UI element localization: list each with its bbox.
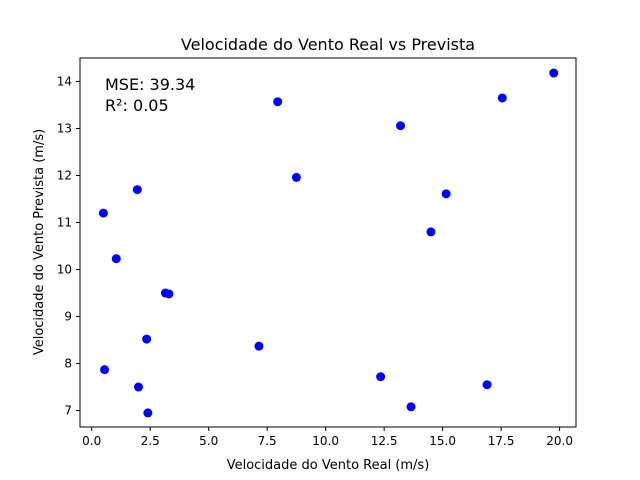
y-tick-label: 7 [64, 404, 72, 418]
y-tick-label: 8 [64, 357, 72, 371]
data-point [254, 341, 264, 351]
mse-annotation: MSE: 39.34 [105, 75, 195, 94]
data-point [549, 68, 559, 78]
data-point [396, 121, 406, 131]
y-tick-label: 13 [57, 122, 72, 136]
data-point [143, 408, 153, 418]
plot-area: 0.0 2.5 5.0 7.5 10.0 12.5 15.0 17.5 20.0 7 8 9 10 11 1… [57, 57, 577, 448]
y-tick-label: 11 [57, 216, 72, 230]
x-tick-label: 20.0 [546, 434, 573, 448]
x-axis-label: Velocidade do Vento Real (m/s) [227, 458, 430, 473]
x-tick-label: 12.5 [371, 434, 398, 448]
x-tick-label: 15.0 [429, 434, 456, 448]
data-point [482, 380, 492, 390]
r2-annotation: R²: 0.05 [105, 96, 169, 115]
data-point [441, 189, 451, 199]
data-point [406, 402, 416, 412]
x-tick-label: 2.5 [141, 434, 160, 448]
y-tick-label: 14 [57, 75, 72, 89]
y-tick-label: 12 [57, 169, 72, 183]
x-tick-label: 10.0 [312, 434, 339, 448]
data-point [426, 227, 436, 237]
data-point [291, 172, 301, 182]
axes-frame [79, 57, 577, 428]
chart-title: Velocidade do Vento Real vs Prevista [181, 35, 475, 54]
x-tick-label: 5.0 [199, 434, 218, 448]
data-point [132, 185, 142, 195]
x-tick-label: 0.0 [82, 434, 101, 448]
data-point [133, 382, 143, 392]
data-point [98, 208, 108, 218]
data-point [142, 334, 152, 344]
data-point [497, 93, 507, 103]
data-point [100, 365, 110, 375]
data-point [111, 254, 121, 264]
data-point [164, 289, 174, 299]
x-tick-label: 17.5 [488, 434, 515, 448]
y-axis-label: Velocidade do Vento Prevista (m/s) [32, 129, 47, 355]
y-tick-label: 10 [57, 263, 72, 277]
data-point [376, 372, 386, 382]
data-point [273, 97, 283, 107]
x-tick-label: 7.5 [258, 434, 277, 448]
y-tick-label: 9 [64, 310, 72, 324]
